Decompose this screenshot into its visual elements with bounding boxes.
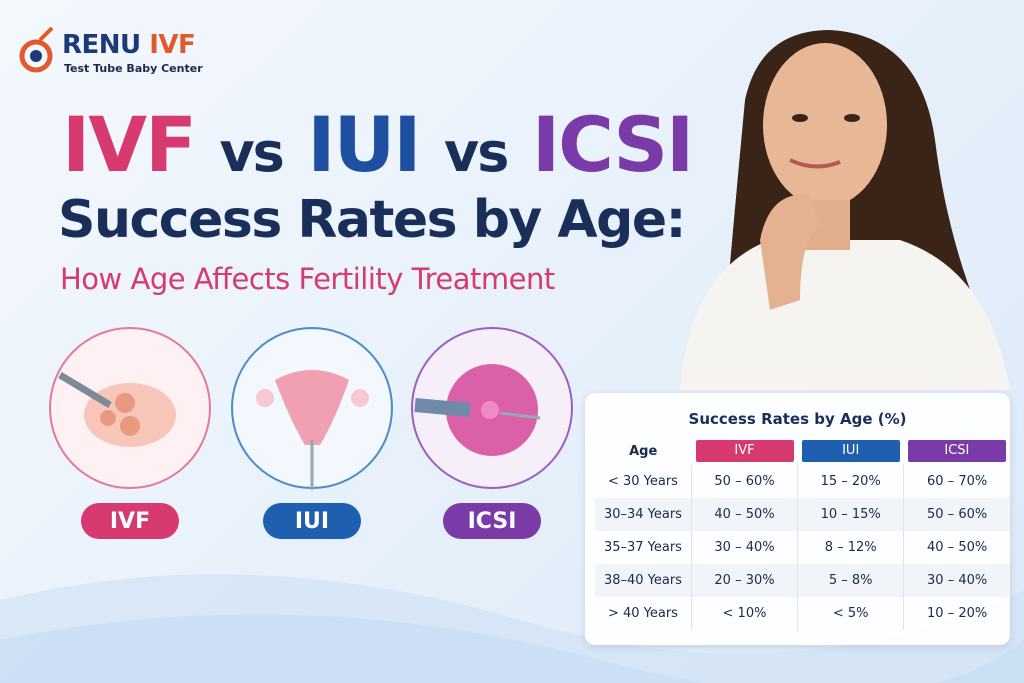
table-row: 38–40 Years 20 – 30% 5 – 8% 30 – 40% <box>595 564 1010 597</box>
header-badge: ICSI <box>907 440 1006 462</box>
table-row: 35–37 Years 30 – 40% 8 – 12% 40 – 50% <box>595 531 1010 564</box>
rate-cell: 60 – 70% <box>903 465 1010 498</box>
header-cell: IUI <box>798 437 904 465</box>
logo-name: IVF <box>149 30 196 60</box>
age-cell: 35–37 Years <box>603 540 682 555</box>
headline-line2: Success Rates by Age: <box>58 190 686 250</box>
rate-cell: 5 – 8% <box>797 564 904 597</box>
header-badge: IVF <box>695 440 794 462</box>
rate-cell: < 5% <box>797 597 904 630</box>
rate-cell: 50 – 60% <box>903 498 1010 531</box>
logo-text: RENU IVF <box>62 30 196 60</box>
headline-word: vs <box>444 121 509 184</box>
subtitle: How Age Affects Fertility Treatment <box>60 262 555 296</box>
rate-cell: 30 – 40% <box>903 564 1010 597</box>
rate-cell: 10 – 15% <box>797 498 904 531</box>
headline-word: IVF <box>62 100 197 189</box>
header-cell: Age <box>629 443 658 459</box>
logo-name: RENU <box>62 30 141 60</box>
rate-cell: 10 – 20% <box>903 597 1010 630</box>
rate-cell: 40 – 50% <box>690 498 798 531</box>
logo-tagline: Test Tube Baby Center <box>64 62 203 75</box>
table-row: > 40 Years < 10% < 5% 10 – 20% <box>595 597 1010 630</box>
age-cell: > 40 Years <box>607 606 678 621</box>
rate-cell: 15 – 20% <box>797 465 904 498</box>
headline-word: IUI <box>307 100 421 189</box>
table-title: Success Rates by Age (%) <box>688 410 907 428</box>
headline: IVF vs IUI vs ICSI <box>62 100 694 189</box>
header-cell: IVF <box>691 437 797 465</box>
table-panel: Success Rates by Age (%) Age IVF IUI ICSI <… <box>585 393 1010 645</box>
header-cell: ICSI <box>904 437 1010 465</box>
headline-word: vs <box>219 121 284 184</box>
header-row: Age IVF IUI ICSI <box>595 437 1010 465</box>
rate-cell: 40 – 50% <box>903 531 1010 564</box>
rate-cell: 8 – 12% <box>797 531 904 564</box>
table-row: 30–34 Years 40 – 50% 10 – 15% 50 – 60% <box>595 498 1010 531</box>
treatment-label: IVF <box>81 503 179 539</box>
age-cell: 30–34 Years <box>603 507 682 522</box>
table-body: < 30 Years 50 – 60% 15 – 20% 60 – 70% 30–34 … <box>595 465 1010 630</box>
age-cell: < 30 Years <box>607 474 678 489</box>
age-cell: 38–40 Years <box>603 573 682 588</box>
rates-table: Age IVF IUI ICSI < 30 Years 50 – 60% 15 – 20%… <box>595 437 1010 630</box>
rate-cell: < 10% <box>690 597 798 630</box>
table-row: < 30 Years 50 – 60% 15 – 20% 60 – 70% <box>595 465 1010 498</box>
treatment-label: IUI <box>263 503 361 539</box>
treatment-label: ICSI <box>443 503 541 539</box>
rate-cell: 50 – 60% <box>690 465 798 498</box>
rate-cell: 30 – 40% <box>690 531 798 564</box>
header-badge: IUI <box>801 440 900 462</box>
headline-word: ICSI <box>531 100 694 189</box>
rate-cell: 20 – 30% <box>690 564 798 597</box>
